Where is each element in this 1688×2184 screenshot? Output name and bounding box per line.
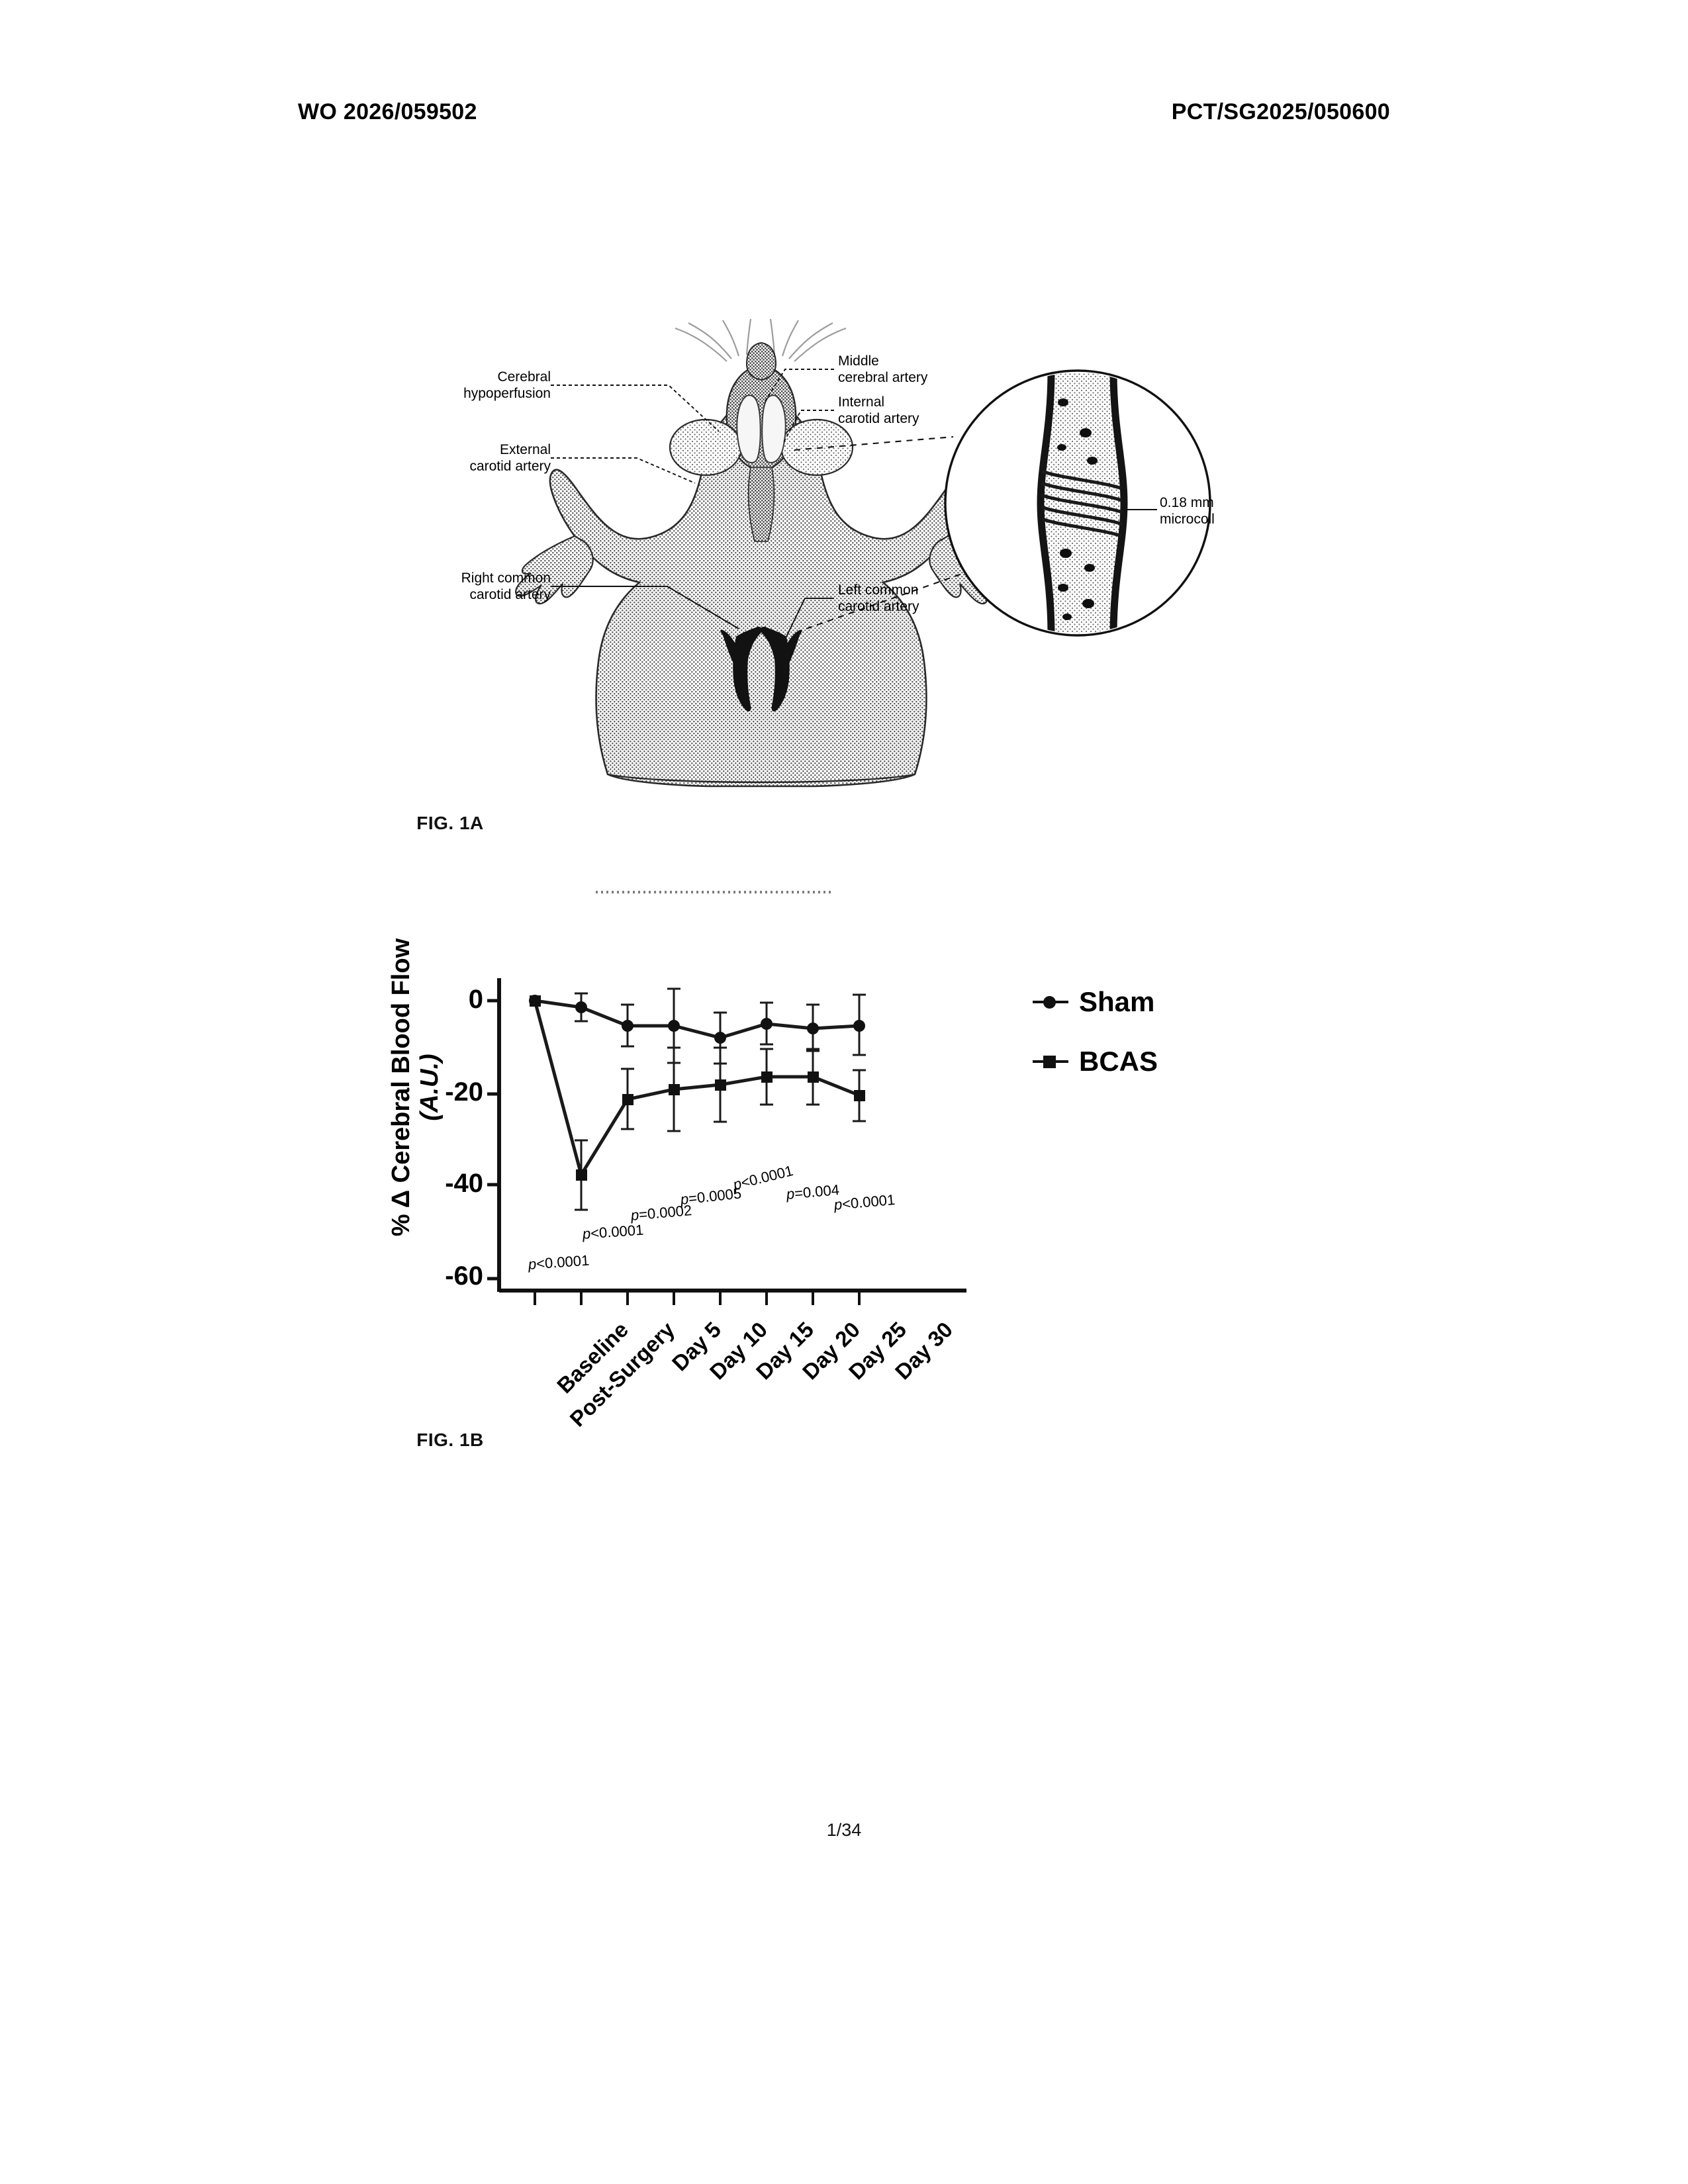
label-microcoil: 0.18 mm microcoil (1160, 495, 1305, 528)
legend-marker-square-icon (1033, 1053, 1068, 1070)
figure-1a: Cerebral hypoperfusion External carotid … (397, 318, 1297, 860)
label-right-common-carotid-artery: Right common carotid artery (371, 570, 551, 604)
legend-item-sham[interactable]: Sham (1033, 986, 1154, 1018)
legend-marker-circle-icon (1033, 993, 1068, 1011)
legend-item-bcas[interactable]: BCAS (1033, 1046, 1158, 1077)
label-external-carotid-artery: External carotid artery (371, 442, 551, 475)
figure-1b: % Δ Cerebral Blood Flow (A.U.) 0 -20 -40… (371, 860, 1364, 1443)
page-number: 1/34 (827, 1820, 862, 1840)
publication-number: WO 2026/059502 (298, 99, 477, 125)
label-left-common-carotid-artery: Left common carotid artery (838, 582, 1004, 615)
legend-label-sham: Sham (1079, 986, 1154, 1018)
label-middle-cerebral-artery: Middle cerebral artery (838, 353, 1004, 387)
label-internal-carotid-artery: Internal carotid artery (838, 394, 1004, 428)
figure-1b-caption: FIG. 1B (331, 1430, 569, 1451)
figure-1a-caption: FIG. 1A (331, 813, 569, 834)
legend-label-bcas: BCAS (1079, 1046, 1158, 1077)
application-number: PCT/SG2025/050600 (1172, 99, 1390, 125)
page-footer: 1/34 (0, 1820, 1688, 1841)
label-cerebral-hypoperfusion: Cerebral hypoperfusion (371, 369, 551, 402)
page-header: WO 2026/059502 PCT/SG2025/050600 (0, 99, 1688, 125)
